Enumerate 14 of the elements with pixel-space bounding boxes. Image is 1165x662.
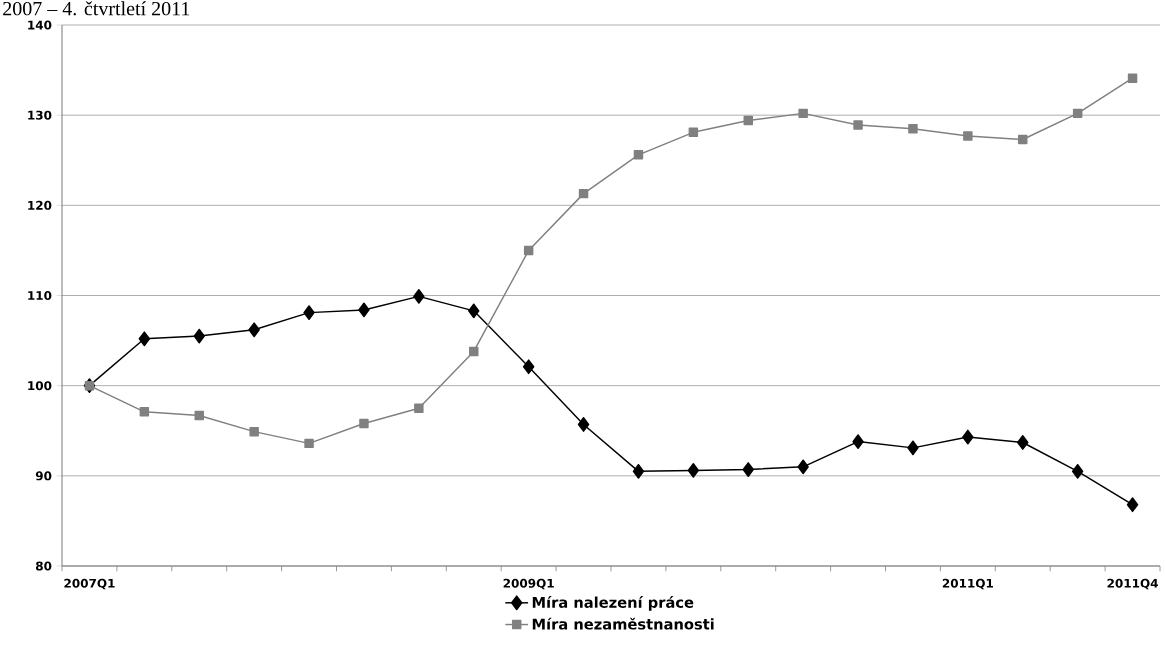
y-tick-label: 140 (28, 20, 52, 30)
y-tick-label: 110 (28, 290, 52, 301)
y-tick-label: 120 (28, 200, 52, 210)
y-tick-label: 80 (35, 561, 52, 571)
x-tick-label: 2007Q1 (64, 578, 115, 590)
legend-label: Míra nezaměstnanosti (532, 617, 714, 630)
y-tick-label: 90 (35, 471, 52, 481)
x-tick-label: 2011Q1 (942, 578, 994, 590)
legend-label: Míra nalezení práce (532, 595, 694, 611)
y-tick-label: 100 (28, 381, 52, 391)
chart-title: 2007 – 4. čtvrtletí 2011 (3, 1, 190, 16)
x-tick-label: 2009Q1 (503, 578, 554, 590)
y-tick-label: 130 (28, 110, 52, 120)
x-tick-label: 2011Q4 (1107, 578, 1158, 590)
